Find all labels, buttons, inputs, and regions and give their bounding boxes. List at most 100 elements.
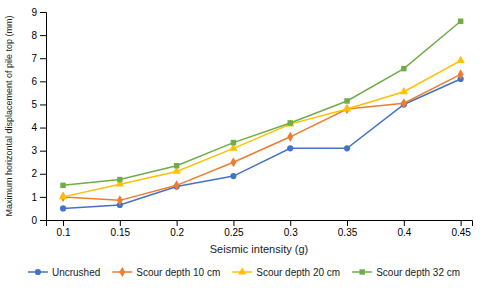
legend-label: Scour depth 32 cm [376,267,460,278]
y-tick: 0 [31,215,46,226]
y-tick: 7 [31,53,46,64]
y-tick-mark [40,81,46,82]
data-point [287,132,293,142]
x-tick: 0.25 [224,220,244,238]
x-tick-label: 0.25 [224,227,244,238]
y-tick-label: 7 [31,53,37,64]
y-tick-mark [40,151,46,152]
legend-marker [238,267,246,274]
x-tick: 0.3 [284,220,298,238]
data-point [343,104,351,111]
legend-item: Scour depth 32 cm [352,267,460,278]
data-point [456,56,464,63]
y-tick: 8 [31,30,46,41]
legend-marker [35,269,41,275]
y-tick-label: 5 [31,99,37,110]
x-tick: 0.15 [111,220,131,238]
x-tick-mark [404,220,405,226]
legend-marker [119,267,125,277]
x-tick-label: 0.45 [451,227,471,238]
series [59,56,465,200]
data-point [344,98,349,103]
data-point [400,87,408,94]
x-tick: 0.1 [57,220,71,238]
y-tick-label: 4 [31,122,37,133]
legend-label: Uncrushed [52,267,100,278]
data-marks [59,19,465,212]
data-point [401,66,406,71]
series-line [63,21,461,185]
y-tick-mark [40,128,46,129]
data-point [174,163,179,168]
x-tick-mark [233,220,234,226]
x-tick-label: 0.35 [338,227,358,238]
data-point [117,177,122,182]
y-tick-label: 2 [31,168,37,179]
x-tick-mark [63,220,64,226]
y-tick-label: 3 [31,145,37,156]
y-tick: 6 [31,76,46,87]
x-tick: 0.35 [338,220,358,238]
data-point [286,119,294,126]
legend: Uncrushed Scour depth 10 cm Scour depth 20… [28,267,460,278]
data-point [60,183,65,188]
x-tick-label: 0.1 [57,227,71,238]
chart-container: 0.1 0.15 0.2 0.25 0.3 0.35 0.4 0.45 0 1 2 3 4 5 6 7 8 9 Se… [0,0,488,300]
legend-label: Scour depth 10 cm [136,267,220,278]
series [60,19,463,189]
x-axis-title: Seismic intensity (g) [210,243,308,255]
y-tick-mark [40,197,46,198]
y-tick: 4 [31,122,46,133]
data-point [60,205,66,211]
y-axis-title: Maximum horizontal displacement of pile … [4,15,14,216]
y-axis: 0 1 2 3 4 5 6 7 8 9 [31,7,46,226]
series [60,69,463,205]
y-tick-label: 8 [31,30,37,41]
data-point [59,192,67,199]
x-axis: 0.1 0.15 0.2 0.25 0.3 0.35 0.4 0.45 [47,220,473,238]
x-tick-label: 0.2 [170,227,184,238]
x-tick: 0.4 [397,220,411,238]
legend-item: Scour depth 10 cm [112,267,220,278]
series-line [63,74,461,200]
x-tick-mark [290,220,291,226]
y-tick-mark [40,35,46,36]
x-axis-line [47,221,473,227]
x-tick-label: 0.3 [284,227,298,238]
y-tick: 2 [31,168,46,179]
y-tick-mark [40,174,46,175]
legend-item: Uncrushed [28,267,100,278]
x-tick-mark [347,220,348,226]
y-tick-label: 9 [31,7,37,18]
x-tick: 0.2 [170,220,184,238]
x-tick-label: 0.15 [111,227,131,238]
y-tick-mark [40,220,46,221]
y-tick: 9 [31,7,46,18]
y-tick-label: 0 [31,215,37,226]
y-tick-mark [40,12,46,13]
chart-svg: 0.1 0.15 0.2 0.25 0.3 0.35 0.4 0.45 0 1 2 3 4 5 6 7 8 9 Se… [0,0,488,300]
series-line [63,61,461,197]
data-point [458,19,463,24]
y-tick-mark [40,104,46,105]
x-tick-label: 0.4 [397,227,411,238]
legend-item: Scour depth 20 cm [232,267,340,278]
y-axis-line [40,13,47,221]
data-point [174,180,180,190]
series-line [63,79,461,208]
y-tick: 1 [31,192,46,203]
x-tick-mark [461,220,462,226]
data-point [117,195,123,205]
plot-area: 0.1 0.15 0.2 0.25 0.3 0.35 0.4 0.45 0 1 2 3 4 5 6 7 8 9 [31,7,472,238]
series [60,76,464,212]
x-tick-mark [120,220,121,226]
data-point [231,140,236,145]
data-point [344,145,350,151]
x-tick: 0.45 [451,220,471,238]
data-point [288,120,293,125]
data-point [458,69,464,79]
y-tick-label: 6 [31,76,37,87]
data-point [287,145,293,151]
data-point [230,173,236,179]
y-tick-mark [40,58,46,59]
